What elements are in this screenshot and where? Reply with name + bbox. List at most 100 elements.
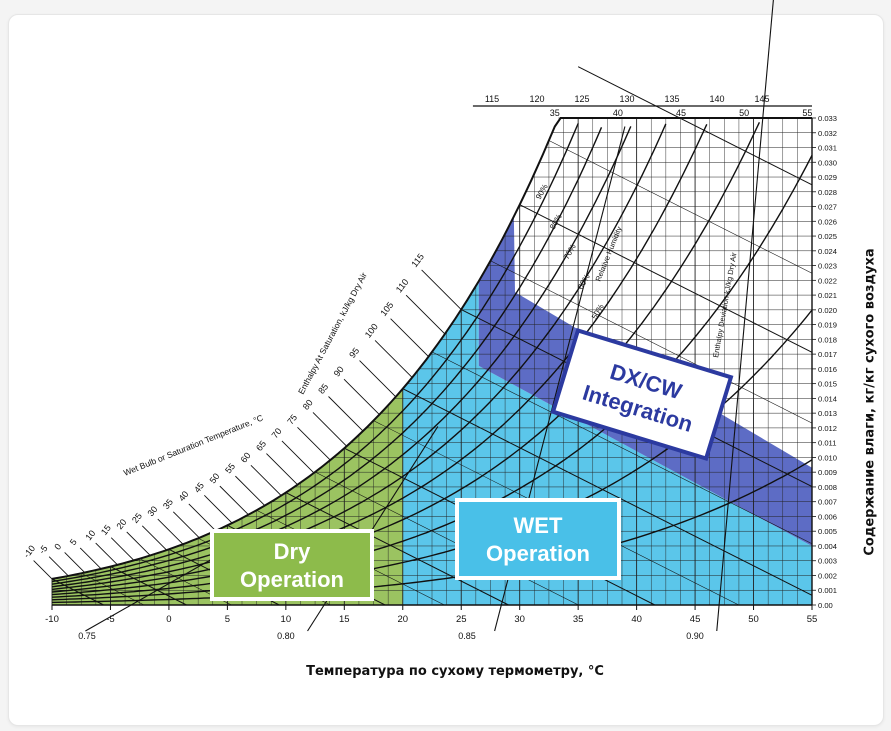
enthalpy-tick-label: -10 [21,543,37,559]
y-tick-label: 0.028 [818,188,837,197]
y-tick-label: 0.020 [818,306,837,315]
rh-label: 50% [590,303,606,321]
enthalpy-tick-label: 30 [145,504,159,518]
y-tick-label: 0.023 [818,262,837,271]
region-label-text: Operation [240,567,344,592]
region-label-text: Operation [486,541,590,566]
x-tick-label: 20 [397,614,408,625]
top-tick-label: 140 [709,94,724,104]
enthalpy-scale-line [172,511,200,539]
dx-cw-label-frame [550,327,734,462]
y-tick-label: 0.019 [818,321,837,330]
specific-volume-line [716,0,774,632]
x-tick-label: 15 [339,614,350,625]
y-tick-label: 0.024 [818,247,837,256]
y-tick-label: 0.015 [818,380,837,389]
y-tick-label: 0.022 [818,276,837,285]
y-tick-label: 0.002 [818,571,837,580]
enthalpy-scale-line [141,525,167,551]
y-tick-label: 0.013 [818,409,837,418]
enthalpy-scale-line [110,537,135,561]
enthalpy-tick-label: 90 [332,364,346,378]
enthalpy-scale-line [297,426,331,461]
enthalpy-deviation-annotation: Enthalpy Deviation kJ/kg Dry Air [711,251,738,358]
region-label-frame [210,529,374,601]
enthalpy-tick-label: 70 [270,426,284,440]
enthalpy-tick-label: 45 [192,481,206,495]
top-inner-tick-label: 45 [676,108,686,118]
enthalpy-scale-line [421,269,462,310]
region-label-text: Dry [274,539,311,564]
enthalpy-tick-label: -5 [37,543,50,555]
rh-curve [51,126,632,588]
enthalpy-tick-label: 25 [130,511,144,525]
wet-bulb-line [314,471,579,606]
y-tick-label: 0.033 [818,114,837,123]
enthalpy-tick-label: 85 [316,382,330,396]
x-tick-label: 10 [281,614,292,625]
wet-bulb-annotation: Wet Bulb or Saturation Temperature, °C [122,413,264,478]
rh-curve [51,127,603,585]
enthalpy-scale-line [374,340,413,378]
enthalpy-tick-label: 20 [114,517,128,531]
y-tick-label: 0.010 [818,453,837,462]
top-inner-tick-label: 40 [613,108,623,118]
enthalpy-tick-label: 65 [254,439,268,453]
y-tick-label: 0.018 [818,335,837,344]
top-tick-label: 145 [754,94,769,104]
rh-curve [51,154,813,598]
x-tick-label: 35 [573,614,584,625]
enthalpy-scale-line [312,412,347,447]
enthalpy-scale-line [235,475,266,506]
y-tick-label: 0.011 [818,439,836,448]
wet-bulb-line [402,388,813,596]
x-tick-label: 50 [748,614,759,625]
specific-volume-label: 0.85 [458,631,476,641]
enthalpy-scale-line [405,294,446,335]
enthalpy-tick-label: 5 [68,537,79,547]
wet-bulb-line [110,566,187,606]
region-label-frame [455,498,621,580]
region-label-box: WET Operation [455,498,621,580]
specific-volume-label: 0.80 [277,631,295,641]
y-tick-label: 0.007 [818,498,837,507]
region-label-box: Dry Operation [210,529,374,601]
enthalpy-scale-line [281,440,315,474]
y-tick-label: 0.004 [818,542,837,551]
rh-label: 80% [548,213,564,231]
enthalpy-tick-label: 50 [208,471,222,485]
enthalpy-scale-line [79,547,102,570]
enthalpy-scale-line [204,495,233,524]
enthalpy-scale-line [126,531,151,556]
y-tick-label: 0.005 [818,527,837,536]
x-tick-label: 25 [456,614,467,625]
enthalpy-tick-label: 95 [347,346,361,360]
x-tick-label: 0 [166,614,171,625]
enthalpy-tick-label: 0 [52,542,63,552]
enthalpy-scale-line [250,464,282,496]
y-tick-label: 0.014 [818,394,837,403]
y-tick-label: 0.016 [818,365,837,374]
specific-volume-label: 0.90 [686,631,704,641]
y-tick-label: 0.012 [818,424,837,433]
enthalpy-scale-line [343,378,380,415]
x-tick-label: -5 [106,614,114,625]
top-tick-label: 135 [664,94,679,104]
relative-humidity-annotation: Relative Humidity [594,225,624,283]
enthalpy-tick-label: 55 [223,461,237,475]
x-tick-label: 5 [225,614,230,625]
rh-curve [51,123,579,583]
rh-curve [51,123,667,591]
enthalpy-scale-line [95,542,118,566]
y-tick-label: 0.025 [818,232,837,241]
top-tick-label: 130 [619,94,634,104]
top-tick-label: 125 [574,94,589,104]
enthalpy-tick-label: 110 [394,277,411,294]
top-inner-tick-label: 50 [739,108,749,118]
wet-bulb-line [285,492,509,606]
y-tick-label: 0.003 [818,557,837,566]
specific-volume-label: 0.75 [78,631,96,641]
y-tick-label: 0.006 [818,512,837,521]
y-tick-label: 0.008 [818,483,837,492]
